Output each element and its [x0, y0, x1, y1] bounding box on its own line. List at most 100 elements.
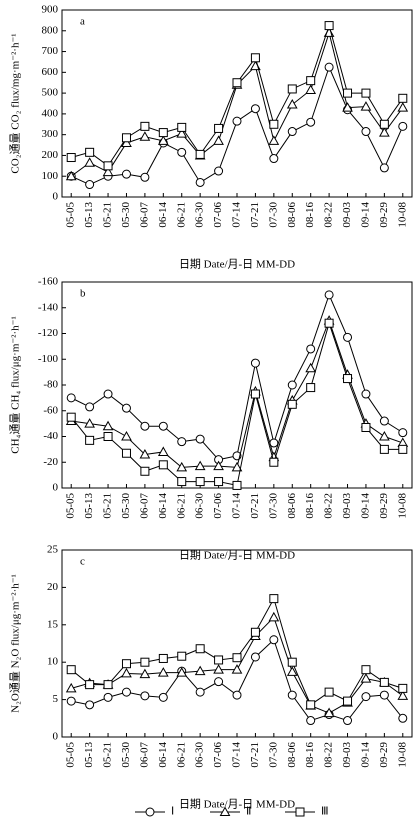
y-tick-label: 0 [53, 731, 59, 743]
x-tick-label: 07-21 [249, 202, 261, 228]
marker [177, 437, 187, 447]
marker [269, 457, 279, 467]
plot-frame [61, 549, 413, 738]
marker [287, 399, 297, 409]
marker [195, 644, 205, 654]
x-tick-label: 08-22 [323, 202, 335, 228]
marker [139, 131, 151, 141]
marker [398, 93, 408, 103]
marker [379, 430, 390, 441]
y-tick-label: 10 [47, 656, 59, 668]
x-tick-label: 07-30 [267, 202, 279, 228]
marker [305, 362, 317, 373]
marker [121, 659, 131, 669]
marker [286, 666, 298, 676]
x-tick-label: 06-30 [194, 202, 206, 228]
marker [232, 690, 242, 700]
marker [295, 807, 305, 817]
x-tick-label: 08-16 [304, 493, 316, 519]
marker [324, 290, 334, 300]
marker [102, 420, 114, 431]
marker [343, 88, 353, 98]
marker [361, 389, 371, 399]
x-tick-label: 07-30 [267, 742, 279, 768]
marker [343, 716, 353, 726]
series-line [70, 597, 403, 706]
marker [305, 84, 317, 94]
x-tick-label: 09-29 [378, 493, 390, 519]
marker [232, 116, 242, 126]
marker [287, 690, 297, 700]
y-tick-label: 400 [42, 107, 59, 119]
y-tick-label: 900 [42, 4, 59, 16]
marker [324, 687, 334, 697]
marker [214, 166, 224, 176]
marker [343, 332, 353, 342]
x-axis-label: 日期 Date/月-日 MM-DD [179, 798, 295, 811]
marker [157, 446, 169, 456]
x-axis-label: 日期 Date/月-日 MM-DD [179, 258, 295, 271]
marker [286, 99, 298, 109]
x-tick-label: 07-14 [231, 742, 243, 768]
marker [250, 358, 260, 368]
marker [398, 121, 408, 131]
y-tick-label: -120 [38, 327, 59, 339]
marker [121, 403, 131, 413]
marker [121, 169, 131, 179]
marker [140, 172, 150, 182]
x-tick-label: 06-21 [175, 202, 187, 228]
marker [102, 166, 114, 177]
marker [379, 163, 389, 173]
marker [306, 117, 316, 127]
x-tick-label: 05-30 [120, 493, 132, 519]
marker [361, 665, 371, 675]
marker [195, 177, 205, 187]
x-tick-label: 10-08 [396, 742, 408, 768]
x-tick-label: 06-07 [138, 493, 150, 519]
marker [121, 687, 131, 697]
marker [66, 696, 76, 706]
marker [306, 344, 316, 354]
x-tick-label: 05-21 [102, 202, 114, 228]
marker [103, 389, 113, 399]
marker [306, 76, 316, 86]
x-tick-label: 09-03 [341, 202, 353, 228]
y-tick-label: 200 [42, 149, 59, 161]
marker [343, 374, 353, 384]
marker [84, 418, 95, 428]
marker [213, 135, 224, 145]
y-tick-label: 0 [53, 191, 59, 203]
marker [287, 84, 297, 94]
marker [269, 119, 279, 129]
y-tick-label: 500 [42, 87, 59, 99]
marker [65, 682, 77, 693]
panel-label: a [80, 16, 85, 28]
x-axis-label: 日期 Date/月-日 MM-DD [179, 549, 295, 562]
marker [177, 147, 187, 157]
x-tick-label: 06-21 [175, 742, 187, 768]
x-tick-label: 09-14 [359, 493, 371, 519]
marker [269, 594, 279, 604]
marker [379, 690, 389, 700]
marker [103, 680, 113, 690]
y-tick-label: 600 [42, 66, 59, 78]
y-tick-label: -40 [43, 430, 58, 442]
x-tick-label: 05-05 [65, 742, 77, 768]
marker [176, 667, 188, 677]
x-tick-label: 06-21 [175, 493, 187, 519]
x-tick-label: 08-22 [323, 493, 335, 519]
marker [85, 147, 95, 157]
marker [250, 652, 260, 662]
x-tick-label: 08-06 [286, 202, 298, 228]
marker [306, 383, 316, 393]
x-tick-label: 05-21 [102, 493, 114, 519]
y-tick-label: -80 [43, 379, 58, 391]
y-tick-label: -20 [43, 456, 58, 468]
x-tick-label: 09-03 [341, 493, 353, 519]
series-line [71, 23, 404, 167]
legend-label: Ⅱ [246, 806, 251, 818]
marker [250, 104, 260, 114]
marker [306, 716, 316, 726]
marker [287, 657, 297, 667]
marker [140, 466, 150, 476]
